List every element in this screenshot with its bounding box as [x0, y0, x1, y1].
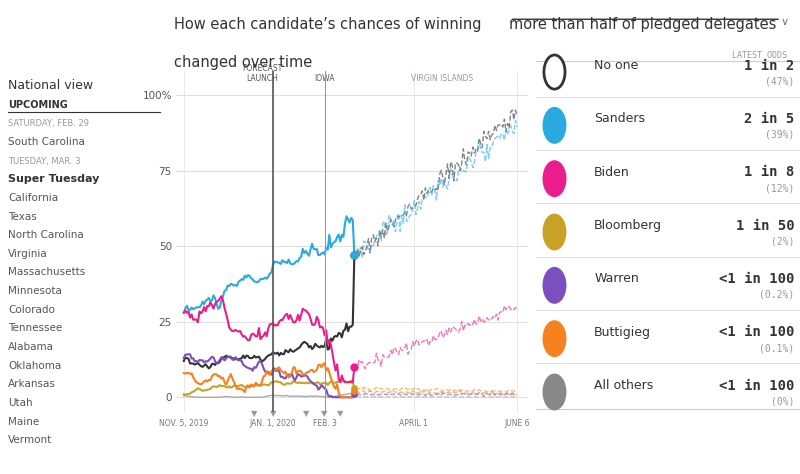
- Text: All others: All others: [594, 379, 654, 392]
- Text: ▼: ▼: [337, 410, 343, 419]
- Text: Biden: Biden: [594, 166, 630, 179]
- Text: more than half of pledged delegates: more than half of pledged delegates: [510, 17, 777, 32]
- Text: SATURDAY, FEB. 29: SATURDAY, FEB. 29: [8, 119, 90, 128]
- Text: Warren: Warren: [594, 273, 639, 285]
- Point: [348, 363, 361, 371]
- Point: [348, 252, 361, 259]
- Text: Utah: Utah: [8, 398, 33, 408]
- Text: 1 in 2: 1 in 2: [745, 59, 794, 73]
- Circle shape: [544, 268, 565, 302]
- Text: Super Tuesday: Super Tuesday: [8, 174, 100, 184]
- Point: [348, 391, 361, 398]
- Text: Minnesota: Minnesota: [8, 286, 62, 296]
- Text: Tennessee: Tennessee: [8, 323, 62, 333]
- Text: How each candidate’s chances of winning: How each candidate’s chances of winning: [174, 17, 482, 32]
- Text: Colorado: Colorado: [8, 305, 55, 315]
- Text: Texas: Texas: [8, 211, 37, 221]
- Text: Arkansas: Arkansas: [8, 379, 56, 389]
- Text: ▼: ▼: [251, 410, 258, 419]
- Text: Alabama: Alabama: [8, 342, 54, 352]
- Circle shape: [544, 162, 565, 196]
- Text: (0%): (0%): [771, 396, 794, 406]
- Text: ▼: ▼: [322, 410, 328, 419]
- Text: North Carolina: North Carolina: [8, 230, 84, 240]
- Point: [348, 387, 361, 395]
- Circle shape: [544, 375, 565, 409]
- Text: (47%): (47%): [766, 76, 794, 86]
- Text: 1 in 8: 1 in 8: [745, 165, 794, 179]
- Text: VIRGIN ISLANDS: VIRGIN ISLANDS: [411, 74, 473, 83]
- Text: FORECAST
LAUNCH: FORECAST LAUNCH: [242, 64, 282, 83]
- Text: Virginia: Virginia: [8, 249, 48, 259]
- Text: 1 in 50: 1 in 50: [736, 219, 794, 233]
- Text: California: California: [8, 193, 58, 203]
- Text: IOWA: IOWA: [314, 74, 335, 83]
- Text: (2%): (2%): [771, 237, 794, 246]
- Text: (0.2%): (0.2%): [759, 290, 794, 300]
- Text: Bloomberg: Bloomberg: [594, 219, 662, 232]
- Text: TUESDAY, MAR. 3: TUESDAY, MAR. 3: [8, 156, 81, 165]
- Text: Maine: Maine: [8, 417, 40, 427]
- Text: (39%): (39%): [766, 130, 794, 140]
- Text: Massachusetts: Massachusetts: [8, 267, 86, 277]
- Text: Buttigieg: Buttigieg: [594, 326, 651, 339]
- Circle shape: [544, 321, 565, 356]
- Text: <1 in 100: <1 in 100: [719, 325, 794, 339]
- Text: LATEST ODDS: LATEST ODDS: [732, 51, 786, 60]
- Text: ∨: ∨: [781, 17, 789, 27]
- Text: (0.1%): (0.1%): [759, 343, 794, 353]
- Text: National view: National view: [8, 79, 94, 92]
- Text: South Carolina: South Carolina: [8, 137, 86, 147]
- Text: Oklahoma: Oklahoma: [8, 361, 62, 371]
- Text: 2 in 5: 2 in 5: [745, 112, 794, 126]
- Text: (12%): (12%): [766, 183, 794, 193]
- Text: Vermont: Vermont: [8, 435, 53, 445]
- Text: Sanders: Sanders: [594, 112, 645, 126]
- Circle shape: [544, 55, 565, 89]
- Text: ▼: ▼: [302, 410, 309, 419]
- Circle shape: [544, 215, 565, 249]
- Text: <1 in 100: <1 in 100: [719, 272, 794, 286]
- Point: [348, 252, 361, 259]
- Text: UPCOMING: UPCOMING: [8, 100, 68, 110]
- Circle shape: [544, 108, 565, 142]
- Text: No one: No one: [594, 59, 638, 72]
- Point: [348, 384, 361, 392]
- Text: ▼: ▼: [270, 410, 276, 419]
- Text: changed over time: changed over time: [174, 55, 313, 70]
- Text: <1 in 100: <1 in 100: [719, 379, 794, 392]
